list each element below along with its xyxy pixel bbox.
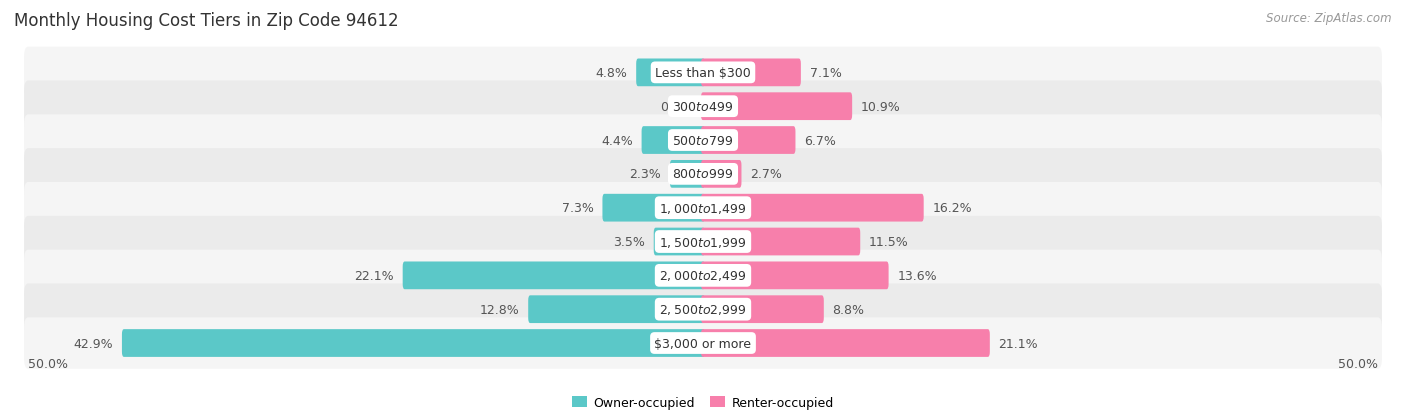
FancyBboxPatch shape	[24, 284, 1382, 335]
FancyBboxPatch shape	[654, 228, 704, 256]
FancyBboxPatch shape	[669, 161, 704, 188]
Text: 4.8%: 4.8%	[596, 67, 627, 80]
Text: 50.0%: 50.0%	[1339, 357, 1378, 370]
FancyBboxPatch shape	[702, 329, 990, 357]
Text: Source: ZipAtlas.com: Source: ZipAtlas.com	[1267, 12, 1392, 25]
Text: $2,000 to $2,499: $2,000 to $2,499	[659, 269, 747, 282]
Text: 16.2%: 16.2%	[932, 202, 972, 215]
Text: 2.7%: 2.7%	[751, 168, 782, 181]
Legend: Owner-occupied, Renter-occupied: Owner-occupied, Renter-occupied	[568, 391, 838, 413]
FancyBboxPatch shape	[641, 127, 704, 154]
FancyBboxPatch shape	[24, 250, 1382, 301]
Text: $300 to $499: $300 to $499	[672, 100, 734, 114]
FancyBboxPatch shape	[702, 127, 796, 154]
Text: 0.0%: 0.0%	[661, 100, 692, 114]
FancyBboxPatch shape	[24, 318, 1382, 369]
Text: $1,500 to $1,999: $1,500 to $1,999	[659, 235, 747, 249]
Text: $3,000 or more: $3,000 or more	[655, 337, 751, 350]
FancyBboxPatch shape	[702, 93, 852, 121]
Text: 12.8%: 12.8%	[479, 303, 519, 316]
FancyBboxPatch shape	[24, 115, 1382, 166]
FancyBboxPatch shape	[702, 59, 801, 87]
FancyBboxPatch shape	[24, 47, 1382, 99]
Text: 10.9%: 10.9%	[860, 100, 901, 114]
Text: 8.8%: 8.8%	[832, 303, 865, 316]
FancyBboxPatch shape	[402, 262, 704, 290]
Text: 21.1%: 21.1%	[998, 337, 1038, 350]
Text: Less than $300: Less than $300	[655, 67, 751, 80]
FancyBboxPatch shape	[122, 329, 704, 357]
Text: 7.1%: 7.1%	[810, 67, 842, 80]
FancyBboxPatch shape	[602, 195, 704, 222]
Text: $500 to $799: $500 to $799	[672, 134, 734, 147]
Text: 2.3%: 2.3%	[630, 168, 661, 181]
FancyBboxPatch shape	[529, 296, 704, 323]
FancyBboxPatch shape	[24, 216, 1382, 268]
FancyBboxPatch shape	[702, 161, 741, 188]
Text: 42.9%: 42.9%	[73, 337, 112, 350]
Text: 7.3%: 7.3%	[562, 202, 593, 215]
Text: $800 to $999: $800 to $999	[672, 168, 734, 181]
Text: $1,000 to $1,499: $1,000 to $1,499	[659, 201, 747, 215]
Text: 3.5%: 3.5%	[613, 235, 645, 249]
Text: 22.1%: 22.1%	[354, 269, 394, 282]
Text: Monthly Housing Cost Tiers in Zip Code 94612: Monthly Housing Cost Tiers in Zip Code 9…	[14, 12, 399, 30]
Text: 50.0%: 50.0%	[28, 357, 67, 370]
Text: 11.5%: 11.5%	[869, 235, 908, 249]
FancyBboxPatch shape	[24, 81, 1382, 133]
FancyBboxPatch shape	[636, 59, 704, 87]
FancyBboxPatch shape	[24, 149, 1382, 200]
FancyBboxPatch shape	[24, 183, 1382, 234]
FancyBboxPatch shape	[702, 262, 889, 290]
FancyBboxPatch shape	[702, 296, 824, 323]
Text: 4.4%: 4.4%	[600, 134, 633, 147]
Text: 13.6%: 13.6%	[897, 269, 936, 282]
Text: 6.7%: 6.7%	[804, 134, 837, 147]
Text: $2,500 to $2,999: $2,500 to $2,999	[659, 302, 747, 316]
FancyBboxPatch shape	[702, 195, 924, 222]
FancyBboxPatch shape	[702, 228, 860, 256]
